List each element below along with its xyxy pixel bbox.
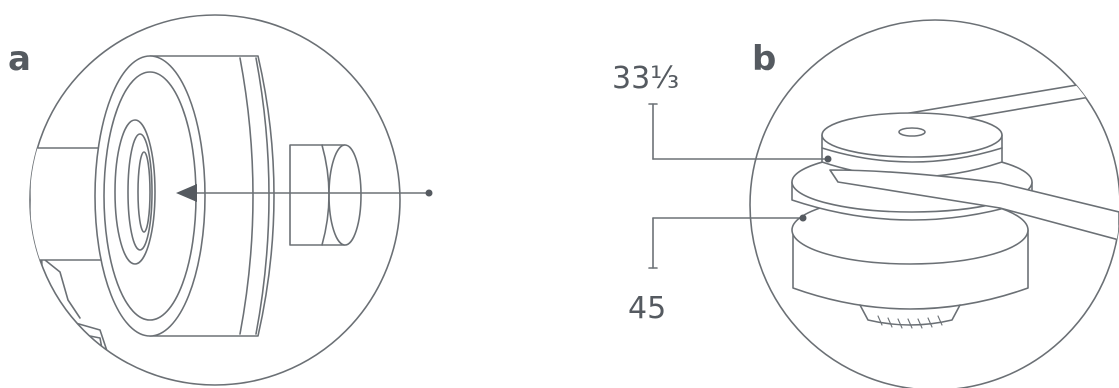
- panel-a-letter: a: [8, 39, 31, 79]
- callout-33-rpm: 33⅓: [612, 61, 832, 163]
- panel-a: a: [8, 14, 433, 386]
- rear-spindle: [289, 144, 362, 246]
- arrow-tail-dot: [425, 189, 433, 197]
- speed-label-33: 33⅓: [612, 61, 679, 96]
- panel-b: b: [612, 19, 1119, 388]
- panel-b-detail: [791, 77, 1119, 329]
- pulley-wheel: [94, 55, 275, 337]
- callout-45-rpm: 45: [628, 214, 807, 326]
- speed-label-45: 45: [628, 291, 666, 326]
- pulley-step-upper: [821, 112, 1003, 178]
- spindle-hole: [898, 127, 926, 137]
- panel-b-letter: b: [752, 39, 776, 79]
- belt-lower: [829, 169, 1119, 241]
- arrow-head-icon: [176, 184, 197, 202]
- insertion-arrow: [176, 184, 433, 202]
- panel-b-magnifier-circle: [749, 19, 1119, 388]
- panel-a-detail: [30, 55, 362, 366]
